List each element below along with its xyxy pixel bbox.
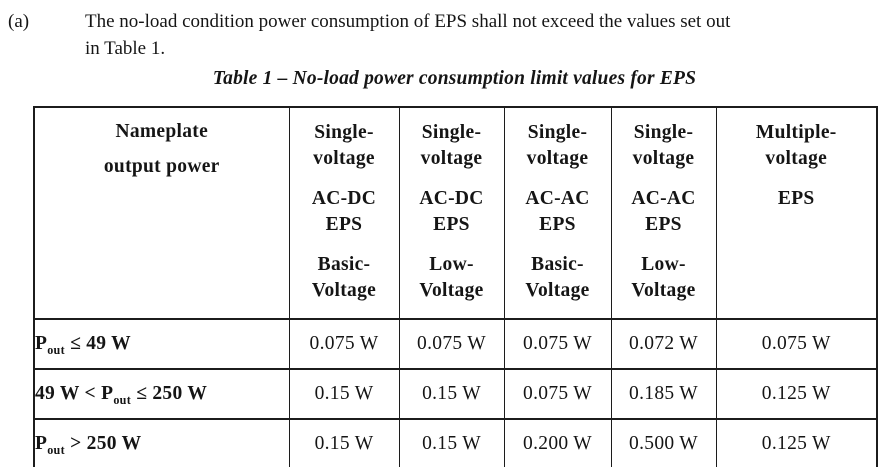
header-voltage-type: Single- voltage xyxy=(420,122,483,169)
table-header-row: Nameplate output power Single- voltage A… xyxy=(33,106,878,320)
limit-value-cell: 0.075 W xyxy=(398,318,505,370)
column-header-single-voltage-acac-low: Single- voltage AC-AC EPS Low- Voltage xyxy=(610,106,717,320)
limit-value-cell: 0.185 W xyxy=(610,368,717,420)
limit-value-cell: 0.075 W xyxy=(503,318,612,370)
corner-header-line1: Nameplate xyxy=(115,121,209,142)
limit-value-cell: 0.125 W xyxy=(715,418,878,467)
subscript-out: out xyxy=(47,342,65,357)
header-converter-type: EPS xyxy=(777,188,815,209)
header-voltage-variant: Basic- Voltage xyxy=(311,254,377,301)
row-label: 49 W < Pout ≤ 250 W xyxy=(33,368,290,420)
header-converter-type: AC-DC EPS xyxy=(311,188,377,235)
corner-header-line2: output power xyxy=(103,156,220,177)
table-caption: Table 1 – No-load power consumption limi… xyxy=(212,68,697,89)
limit-value-cell: 0.15 W xyxy=(398,368,505,420)
header-converter-type: AC-DC EPS xyxy=(419,188,484,235)
limit-value-cell: 0.15 W xyxy=(288,368,400,420)
subscript-out: out xyxy=(47,442,65,457)
limit-value-cell: 0.500 W xyxy=(610,418,717,467)
limit-value-cell: 0.075 W xyxy=(503,368,612,420)
header-converter-type: AC-AC EPS xyxy=(525,188,590,235)
intro-paragraph: The no-load condition power consumption … xyxy=(85,11,731,59)
header-voltage-type: Single- voltage xyxy=(313,122,375,169)
table-row-pout-le-49w: Pout ≤ 49 W 0.075 W 0.075 W 0.075 W 0.07… xyxy=(33,318,878,370)
limit-value-cell: 0.072 W xyxy=(610,318,717,370)
limit-value-cell: 0.15 W xyxy=(398,418,505,467)
limit-value-cell: 0.15 W xyxy=(288,418,400,467)
column-header-single-voltage-acac-basic: Single- voltage AC-AC EPS Basic- Voltage xyxy=(503,106,612,320)
limit-value-cell: 0.125 W xyxy=(715,368,878,420)
header-voltage-type: Single- voltage xyxy=(526,122,589,169)
header-voltage-type: Multiple- voltage xyxy=(755,122,837,169)
column-header-multiple-voltage-eps: Multiple- voltage EPS xyxy=(715,106,878,320)
subscript-out: out xyxy=(113,392,132,407)
header-voltage-variant: Low- Voltage xyxy=(631,254,696,301)
header-voltage-type: Single- voltage xyxy=(632,122,695,169)
row-label: Pout > 250 W xyxy=(33,418,290,467)
table-row-49w-to-250w: 49 W < Pout ≤ 250 W 0.15 W 0.15 W 0.075 … xyxy=(33,368,878,420)
header-converter-type: AC-AC EPS xyxy=(631,188,696,235)
column-header-single-voltage-acdc-basic: Single- voltage AC-DC EPS Basic- Voltage xyxy=(288,106,400,320)
row-label: Pout ≤ 49 W xyxy=(33,318,290,370)
table-row-pout-gt-250w: Pout > 250 W 0.15 W 0.15 W 0.200 W 0.500… xyxy=(33,418,878,467)
header-voltage-variant: Basic- Voltage xyxy=(525,254,590,301)
list-item-marker: (a) xyxy=(8,11,30,32)
column-header-single-voltage-acdc-low: Single- voltage AC-DC EPS Low- Voltage xyxy=(398,106,505,320)
header-voltage-variant: Low- Voltage xyxy=(419,254,484,301)
limit-value-cell: 0.200 W xyxy=(503,418,612,467)
limit-value-cell: 0.075 W xyxy=(288,318,400,370)
corner-header-nameplate-output-power: Nameplate output power xyxy=(33,106,290,320)
no-load-power-limits-table: Nameplate output power Single- voltage A… xyxy=(33,106,878,467)
limit-value-cell: 0.075 W xyxy=(715,318,878,370)
